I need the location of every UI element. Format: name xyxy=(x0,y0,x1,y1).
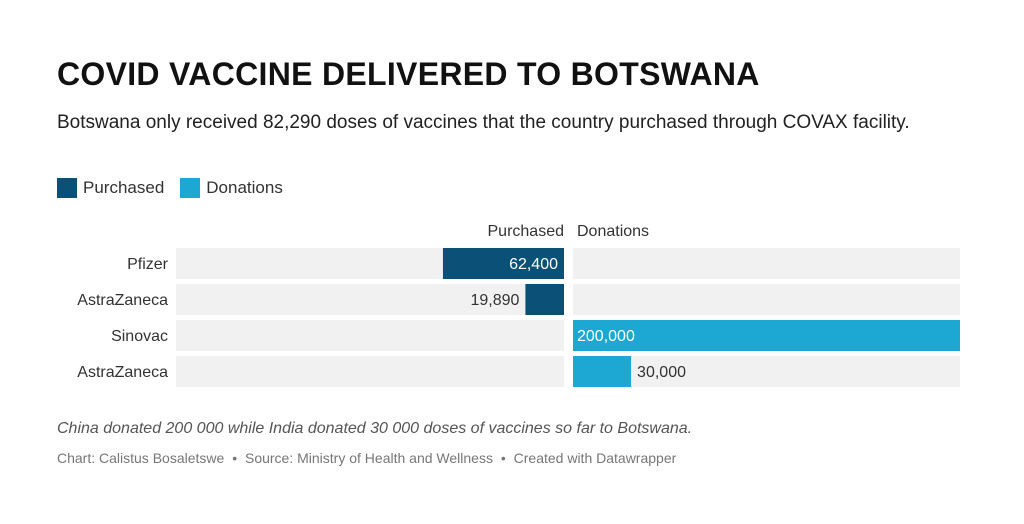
bar-donations xyxy=(573,320,960,351)
byline-author: Chart: Calistus Bosaletswe xyxy=(57,450,225,466)
bar-track-purchased xyxy=(176,284,564,315)
bar-track-purchased xyxy=(176,320,564,351)
bar-track-donations xyxy=(573,356,960,387)
bar-track-donations xyxy=(573,248,960,279)
byline-source: Source: Ministry of Health and Wellness xyxy=(244,450,493,466)
bar-track-purchased xyxy=(176,356,564,387)
legend: Purchased Donations xyxy=(57,178,299,198)
byline-separator: • xyxy=(500,450,506,466)
bar-track-donations xyxy=(573,284,960,315)
bar-purchased xyxy=(525,284,564,315)
legend-item-donations: Donations xyxy=(180,178,283,198)
category-label: Sinovac xyxy=(111,328,168,345)
legend-item-purchased: Purchased xyxy=(57,178,164,198)
data-label-donations: 30,000 xyxy=(637,364,686,381)
chart-byline: Chart: Calistus Bosaletswe • Source: Min… xyxy=(57,450,676,466)
legend-swatch-donations xyxy=(180,178,201,198)
category-label: Pfizer xyxy=(127,256,169,273)
legend-swatch-purchased xyxy=(57,178,77,198)
data-label-donations: 200,000 xyxy=(577,328,635,345)
legend-label-purchased: Purchased xyxy=(83,178,165,197)
chart-notes: China donated 200 000 while India donate… xyxy=(57,420,693,437)
byline-separator: • xyxy=(232,450,238,466)
chart-title: COVID VACCINE DELIVERED TO BOTSWANA xyxy=(57,56,760,92)
split-bar-chart: Purchased Donations Pfizer 62,400 AstraZanec… xyxy=(77,223,960,387)
data-label-purchased: 62,400 xyxy=(509,256,558,273)
data-label-purchased: 19,890 xyxy=(470,292,519,309)
chart-subtitle: Botswana only received 82,290 doses of v… xyxy=(57,112,910,133)
column-header-purchased: Purchased xyxy=(488,223,565,240)
bar-purchased xyxy=(442,248,564,279)
category-label: AstraZaneca xyxy=(77,292,168,309)
legend-label-donations: Donations xyxy=(206,178,283,197)
bar-donations xyxy=(573,356,632,387)
byline-credit: Created with Datawrapper xyxy=(513,450,677,466)
category-label: AstraZaneca xyxy=(77,364,168,381)
column-header-donations: Donations xyxy=(577,223,649,240)
